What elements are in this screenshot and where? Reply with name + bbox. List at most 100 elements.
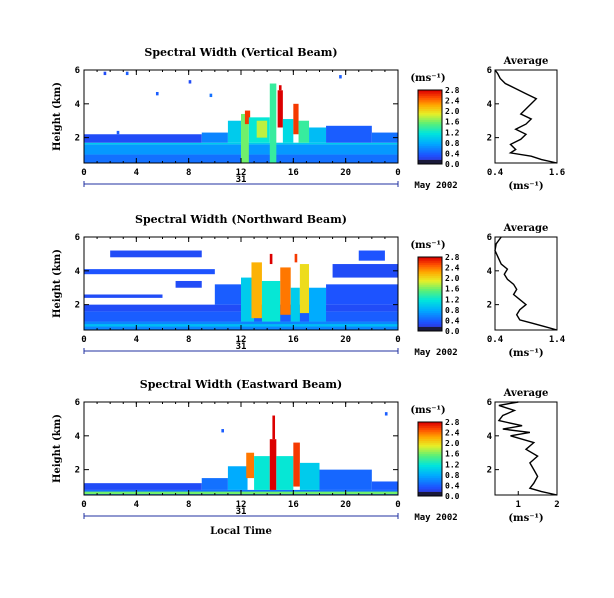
average-profile-line (494, 69, 558, 164)
colorbar-segment (418, 305, 442, 308)
average-x-tick-label: 0.4 (487, 335, 504, 345)
heatmap-cell (309, 287, 327, 322)
average-x-tick-label: 1.4 (549, 335, 566, 345)
heatmap-cell (256, 120, 268, 138)
average-title: Average (503, 388, 549, 399)
heatmap-cell (371, 132, 398, 143)
colorbar-tick-label: 2.8 (445, 86, 460, 95)
colorbar-tick-label: 2.8 (445, 418, 460, 427)
colorbar-segment (418, 271, 442, 275)
colorbar-segment (418, 473, 442, 477)
colorbar-segment (418, 477, 442, 480)
colorbar-segment (418, 484, 442, 488)
colorbar-segment (418, 152, 442, 156)
heatmap-cell (290, 287, 300, 322)
colorbar-segment (418, 90, 442, 93)
colorbar-segment (418, 123, 442, 126)
colorbar-segment (418, 433, 442, 436)
colorbar-tick-label: 0.4 (445, 316, 460, 325)
heatmap-cell (155, 91, 159, 96)
heatmap-cell (280, 267, 291, 315)
colorbar-segment (418, 125, 442, 128)
colorbar-segment (418, 108, 442, 111)
heatmap-cell (84, 483, 202, 490)
average-y-tick-label: 2 (487, 301, 492, 311)
colorbar-tick-label: 0.4 (445, 481, 460, 490)
colorbar-segment (418, 466, 442, 469)
heatmap-cell (246, 452, 255, 479)
average-y-tick-label: 6 (487, 398, 492, 408)
colorbar-segment (418, 91, 442, 95)
heatmap-cell (298, 120, 310, 143)
colorbar-segment (418, 321, 442, 325)
colorbar-segment (418, 297, 442, 301)
heatmap-cell (209, 93, 213, 98)
x-tick-label: 0 (395, 500, 400, 510)
y-axis-label: Height (km) (52, 249, 63, 318)
colorbar-segment (418, 104, 442, 108)
colorbar-segment (418, 481, 442, 484)
colorbar-segment (418, 314, 442, 317)
colorbar-segment (418, 279, 442, 282)
colorbar-segment (418, 490, 442, 493)
average-frame (494, 236, 558, 331)
x-tick-label: 0 (395, 335, 400, 345)
heatmap-cell (175, 280, 202, 288)
heatmap-cell (254, 456, 270, 490)
colorbar-segment (418, 470, 442, 473)
heatmap-cell (319, 469, 372, 490)
average-x-label: (ms⁻¹) (508, 513, 543, 524)
average-title: Average (503, 223, 549, 234)
average-x-label: (ms⁻¹) (508, 348, 543, 359)
heatmap-cell (269, 439, 277, 490)
heatmap-cell (214, 284, 241, 305)
x-tick-label: 12 (236, 168, 247, 178)
colorbar-segment (418, 453, 442, 456)
average-y-tick-label: 4 (487, 267, 493, 277)
heatmap-cell (241, 277, 255, 322)
colorbar-tick-label: 0.0 (445, 327, 460, 336)
average-y-tick-label: 4 (487, 432, 493, 442)
colorbar-segment (418, 273, 442, 276)
colorbar-segment (418, 269, 442, 273)
colorbar-segment (418, 101, 442, 104)
colorbar-segment (418, 423, 442, 427)
y-tick-label: 4 (75, 100, 81, 110)
heatmap-cell (201, 478, 228, 490)
x-tick-label: 4 (134, 168, 140, 178)
colorbar-segment (418, 440, 442, 443)
colorbar-tick-label: 1.2 (445, 128, 460, 137)
x-tick-label: 12 (236, 335, 247, 345)
heatmap-cell (339, 75, 342, 79)
colorbar-segment (418, 264, 442, 267)
colorbar-segment (418, 457, 442, 460)
heatmap-cell (326, 284, 398, 305)
colorbar-segment (418, 147, 442, 150)
colorbar-segment (418, 97, 442, 100)
panel-title: Spectral Width (Eastward Beam) (140, 378, 342, 391)
average-x-tick-label: 0.4 (487, 168, 504, 178)
x-tick-label: 8 (186, 500, 191, 510)
colorbar-segment (418, 488, 442, 491)
colorbar-segment (418, 127, 442, 130)
colorbar-segment (418, 128, 442, 132)
colorbar-frame (417, 421, 443, 497)
colorbar-tick-label: 2.0 (445, 439, 460, 448)
colorbar-segment (418, 483, 442, 486)
x-tick-label: 20 (340, 500, 351, 510)
heatmap-cell (125, 71, 129, 76)
heatmap-cell (84, 269, 215, 275)
colorbar-segment (418, 434, 442, 438)
x-tick-label: 20 (340, 335, 351, 345)
y-tick-label: 2 (75, 466, 80, 476)
colorbar-segment (418, 149, 442, 152)
colorbar-tick-label: 1.2 (445, 295, 460, 304)
average-title: Average (503, 56, 549, 67)
heatmap-cell (244, 110, 251, 125)
colorbar-segment (418, 154, 442, 158)
heatmap-cell (221, 429, 224, 433)
colorbar-segment (418, 436, 442, 440)
day-label: 31 (236, 507, 247, 517)
x-tick-label: 0 (81, 500, 86, 510)
colorbar-segment (418, 136, 442, 139)
